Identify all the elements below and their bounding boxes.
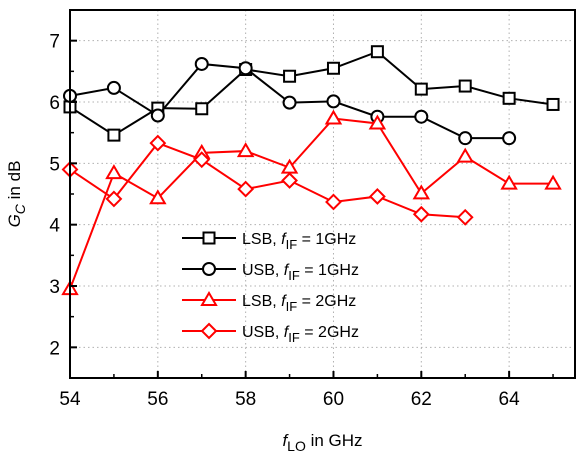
x-tick-label: 64: [499, 389, 521, 410]
series-0: [63, 45, 560, 142]
legend-marker: [202, 262, 216, 276]
series-3: [61, 134, 474, 226]
data-point: [502, 131, 517, 146]
legend-entry-0: LSB, fIF = 1GHz: [182, 231, 356, 252]
data-point: [195, 102, 209, 116]
x-tick-label: 58: [235, 389, 256, 410]
legend-entry-1: USB, fIF = 1GHz: [182, 262, 359, 283]
series-line: [69, 50, 554, 137]
data-point: [326, 94, 341, 109]
series-line: [69, 141, 466, 219]
data-point: [107, 128, 121, 142]
x-axis-label: fLO in GHz: [282, 431, 362, 454]
data-point: [456, 208, 474, 226]
y-tick-label: 5: [49, 154, 60, 175]
legend-marker: [200, 322, 218, 340]
y-tick-label: 6: [49, 93, 60, 114]
legend-marker: [200, 291, 218, 306]
data-point: [237, 180, 255, 198]
data-point: [193, 151, 211, 169]
y-axis-label-sub: C: [12, 203, 28, 214]
legend-marker: [202, 231, 216, 245]
y-tick-label: 2: [49, 338, 60, 359]
data-point: [149, 189, 167, 205]
data-point: [502, 91, 516, 105]
legend-entry-3: USB, fIF = 2GHz: [182, 322, 359, 345]
y-tick-label: 3: [49, 277, 60, 298]
data-point: [412, 205, 430, 223]
data-point: [149, 134, 167, 152]
x-axis-label-rest: in GHz: [306, 431, 363, 450]
data-point: [546, 97, 560, 111]
data-point: [368, 188, 386, 205]
legend-label: LSB, fIF = 1GHz: [242, 231, 356, 252]
data-point: [368, 114, 387, 130]
x-tick-label: 62: [411, 389, 432, 410]
data-point: [370, 45, 384, 59]
data-point: [458, 79, 472, 93]
data-point: [281, 172, 298, 189]
data-point: [456, 147, 474, 163]
y-tick-label: 7: [49, 32, 60, 53]
legend-label: USB, fIF = 2GHz: [242, 324, 359, 345]
x-axis-label-sub: LO: [287, 438, 306, 454]
legend: LSB, fIF = 1GHz USB, fIF = 1GHz LSB, fIF =…: [182, 231, 359, 345]
x-tick-label: 60: [323, 389, 344, 410]
data-point: [458, 131, 473, 146]
legend-entry-2: LSB, fIF = 2GHz: [182, 291, 356, 314]
data-point: [324, 109, 343, 125]
data-point: [500, 174, 518, 190]
x-tick-label: 54: [59, 389, 81, 410]
data-point: [412, 184, 431, 200]
data-point: [238, 61, 253, 76]
data-point: [544, 174, 562, 190]
series-layer: [61, 45, 562, 296]
grid: [69, 10, 575, 378]
legend-label: USB, fIF = 1GHz: [242, 262, 359, 283]
y-axis-label-rest: in dB: [5, 161, 24, 204]
x-axis-label-main: f: [282, 431, 289, 450]
data-point: [105, 164, 123, 180]
data-point: [105, 190, 123, 208]
data-point: [414, 82, 428, 96]
data-point: [325, 193, 342, 211]
data-point: [326, 61, 340, 75]
x-tick-label: 56: [147, 389, 168, 410]
data-point: [282, 95, 297, 110]
y-axis-label-main: G: [5, 214, 24, 227]
data-point: [150, 108, 165, 123]
data-point: [414, 109, 429, 124]
data-point: [106, 80, 121, 95]
data-point: [283, 69, 297, 83]
data-point: [236, 142, 255, 158]
y-tick-label: 4: [49, 216, 60, 237]
legend-label: LSB, fIF = 2GHz: [242, 293, 356, 314]
plot-frame: [69, 9, 576, 379]
data-point: [194, 56, 209, 71]
y-axis-label: GC in dB: [5, 161, 28, 228]
